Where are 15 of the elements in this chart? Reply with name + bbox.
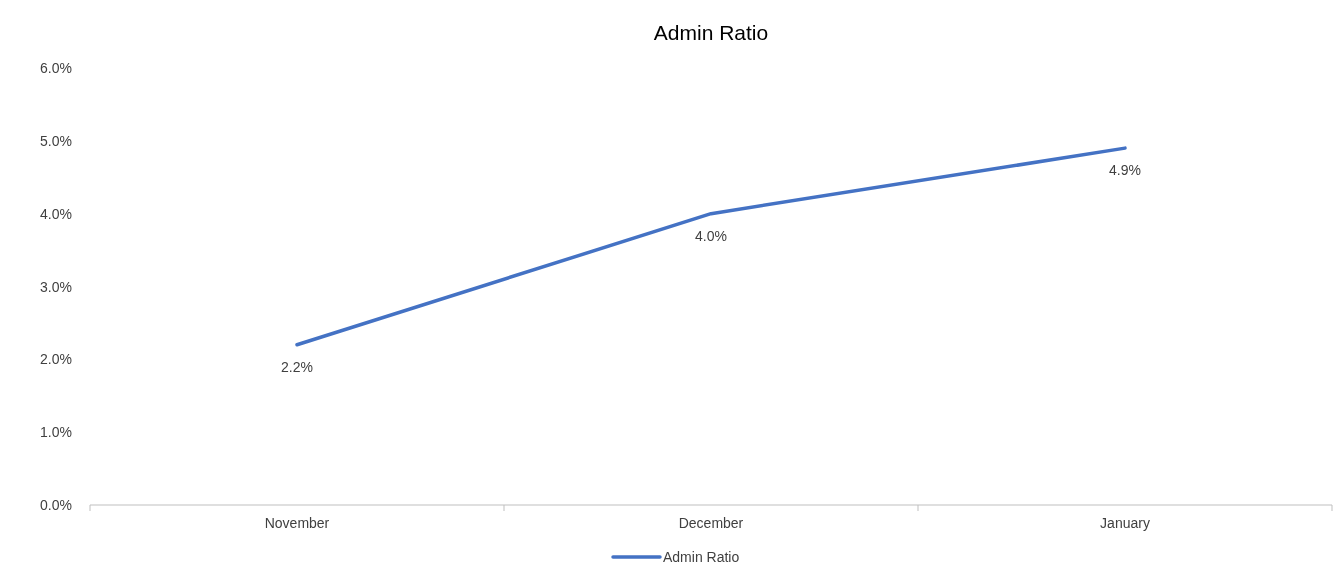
x-tick-label: January bbox=[1100, 515, 1150, 531]
chart-title: Admin Ratio bbox=[653, 21, 769, 44]
x-tick-label: November bbox=[264, 515, 330, 531]
y-tick-label: 5.0% bbox=[40, 132, 72, 149]
legend-label: Admin Ratio bbox=[663, 549, 740, 565]
data-label: 4.0% bbox=[695, 227, 727, 244]
y-tick-label: 1.0% bbox=[40, 424, 72, 441]
x-tick-label: December bbox=[678, 515, 744, 531]
y-tick-label: 4.0% bbox=[40, 205, 72, 222]
data-label: 4.9% bbox=[1109, 162, 1141, 179]
y-tick-label: 2.0% bbox=[40, 351, 72, 368]
data-label: 2.2% bbox=[281, 358, 313, 375]
y-tick-label: 3.0% bbox=[40, 278, 72, 295]
y-tick-label: 6.0% bbox=[40, 60, 72, 76]
y-tick-label: 0.0% bbox=[40, 497, 72, 513]
